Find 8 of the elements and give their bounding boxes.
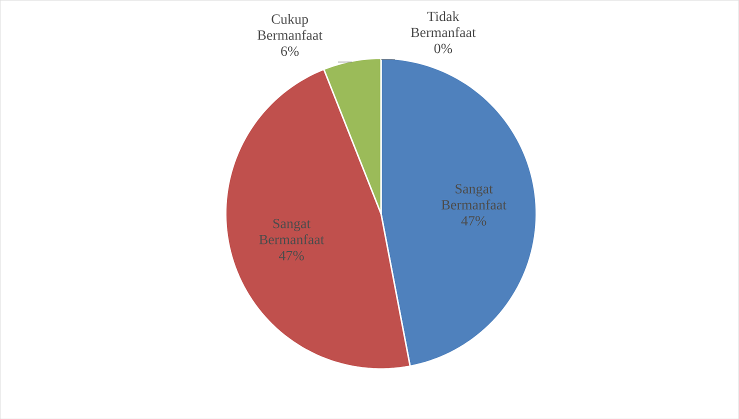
category-label: Tidak Bermanfaat <box>410 11 476 38</box>
data-label: 47% <box>461 216 486 226</box>
data-label: 47% <box>278 250 304 260</box>
text: 0% <box>434 44 452 54</box>
data-label: 6% <box>281 46 299 56</box>
slice-label: Sangat Bermanfaat <box>259 218 324 244</box>
slice-label: Sangat Bermanfaat <box>442 184 506 210</box>
slice-label: Cukup Bermanfaat <box>258 14 322 40</box>
